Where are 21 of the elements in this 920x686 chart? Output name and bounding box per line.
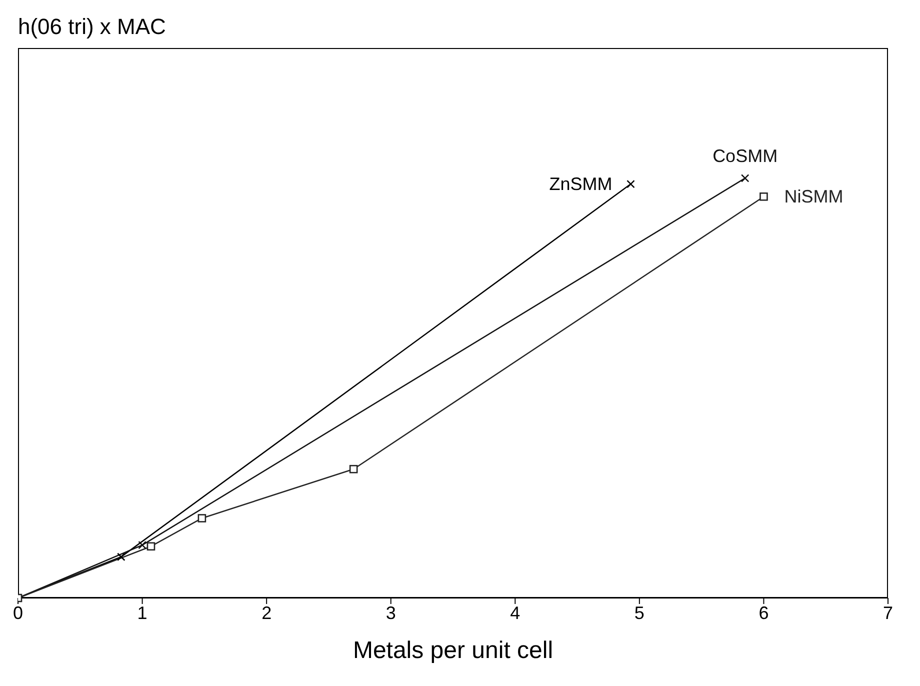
point [740,174,750,182]
point [760,192,768,201]
point [198,514,206,522]
x-tick-label: 5 [634,602,644,623]
point [626,180,635,188]
x-tick-label: 4 [510,602,520,623]
x-tick-label: 2 [262,602,272,623]
text: h(06 tri) x MAC [18,14,166,40]
x-tick-label: 3 [386,602,396,623]
point [117,552,126,562]
series-label: CoSMM [712,146,778,166]
x-tick-label: 1 [137,602,148,623]
point [146,542,156,551]
point [349,464,358,474]
series-label: ZnSMM [549,174,612,194]
point [138,540,146,550]
x-tick-label: 7 [882,602,894,623]
series-label: NiSMM [784,186,844,207]
x-tick-label: 0 [12,602,24,623]
x-tick-label: 6 [758,602,769,623]
x-axis-title: Metals per unit cell [352,637,554,664]
